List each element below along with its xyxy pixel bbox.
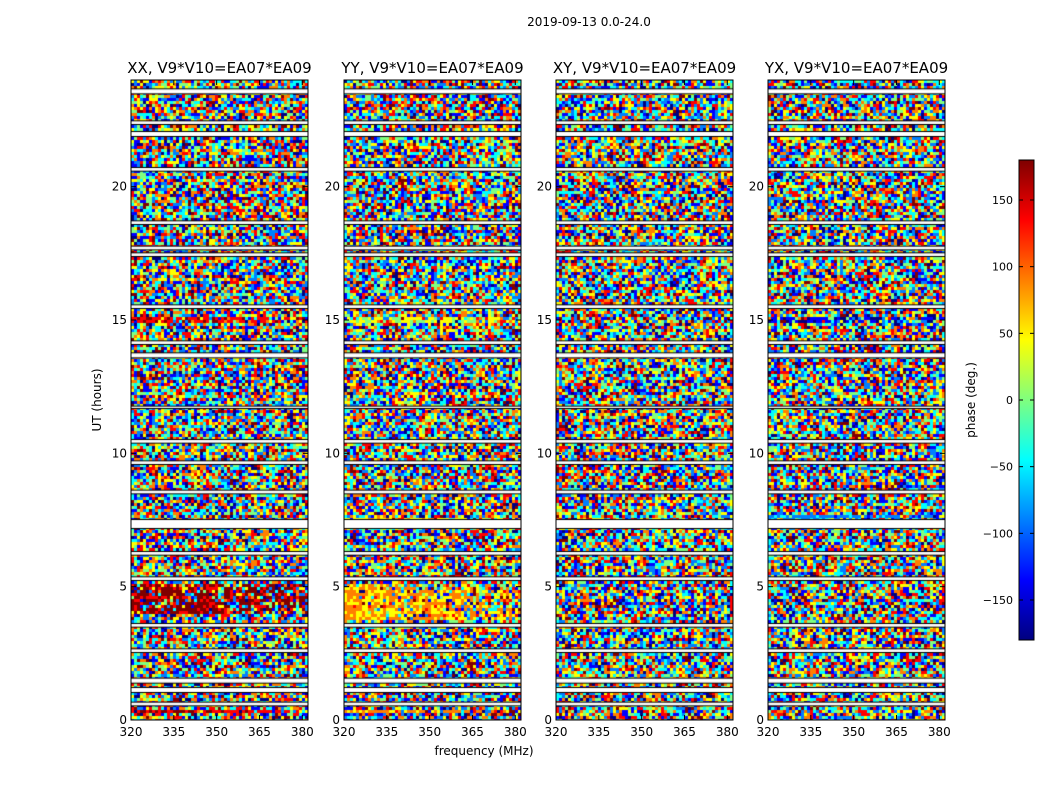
x-tick-label: 380 [716,725,739,739]
y-tick-label: 10 [749,446,764,460]
y-tick-label: 15 [325,313,340,327]
colorbar-tick-label: 150 [992,194,1013,207]
y-tick-label: 15 [749,313,764,327]
panel: YY, V9*V10=EA07*EA09 320 335 350 365 380 0 5 10 1… [325,59,527,739]
panel: YX, V9*V10=EA07*EA09 320 335 350 365 380 0 5 10 1… [749,59,951,739]
y-tick-label: 5 [119,580,127,594]
x-tick-label: 320 [120,725,143,739]
x-tick-label: 320 [333,725,356,739]
x-tick-label: 335 [375,725,398,739]
phase-heatmap [768,80,945,720]
x-tick-label: 335 [587,725,610,739]
y-tick-label: 10 [325,446,340,460]
colorbar-tick-label: 100 [992,261,1013,274]
y-tick-label: 20 [112,180,127,194]
x-tick-label: 350 [630,725,653,739]
y-tick-label: 15 [112,313,127,327]
x-tick-label: 365 [248,725,271,739]
x-tick-label: 350 [418,725,441,739]
colorbar-tick-label: −100 [983,527,1013,540]
y-tick-label: 5 [332,580,340,594]
y-tick-label: 20 [325,180,340,194]
x-tick-label: 335 [162,725,185,739]
panels: XX, V9*V10=EA07*EA09 320 335 350 365 380 0 5 10 1… [112,59,951,739]
y-tick-label: 15 [537,313,552,327]
panel-frame [343,79,522,721]
colorbar-tick-label: −50 [990,461,1013,474]
x-tick-label: 335 [799,725,822,739]
panel-frame [555,79,734,721]
y-tick-label: 10 [112,446,127,460]
figure-suptitle: 2019-09-13 0.0-24.0 [527,15,651,29]
panel-frame [130,79,309,721]
colorbar-tick-label: 0 [1006,394,1013,407]
panel-title: YX, V9*V10=EA07*EA09 [764,59,948,77]
y-tick-label: 0 [119,713,127,727]
phase-heatmap [131,80,308,720]
y-tick-label: 0 [332,713,340,727]
colorbar-label: phase (deg.) [964,362,978,438]
x-tick-label: 380 [928,725,951,739]
panel-title: XX, V9*V10=EA07*EA09 [127,59,311,77]
phase-heatmap [344,80,521,720]
x-axis-label: frequency (MHz) [434,744,533,758]
panel: XY, V9*V10=EA07*EA09 320 335 350 365 380 0 5 10 1… [537,59,739,739]
colorbar-tick-label: −150 [983,594,1013,607]
panel-title: XY, V9*V10=EA07*EA09 [553,59,736,77]
y-tick-label: 10 [537,446,552,460]
phase-heatmap [556,80,733,720]
panel: XX, V9*V10=EA07*EA09 320 335 350 365 380 0 5 10 1… [112,59,314,739]
x-tick-label: 320 [757,725,780,739]
colorbar: −150 −100 −50 0 50 100 150 phase (deg.) [964,159,1035,641]
y-axis-label: UT (hours) [90,368,104,431]
y-tick-label: 5 [756,580,764,594]
panel-title: YY, V9*V10=EA07*EA09 [340,59,523,77]
x-tick-label: 365 [885,725,908,739]
x-tick-label: 350 [205,725,228,739]
y-tick-label: 20 [537,180,552,194]
x-tick-label: 365 [673,725,696,739]
x-tick-label: 320 [545,725,568,739]
x-tick-label: 365 [461,725,484,739]
y-tick-label: 0 [756,713,764,727]
x-tick-label: 380 [504,725,527,739]
colorbar-tick-label: 50 [999,327,1013,340]
x-tick-label: 350 [842,725,865,739]
y-tick-label: 5 [544,580,552,594]
y-tick-label: 0 [544,713,552,727]
y-tick-label: 20 [749,180,764,194]
panel-frame [767,79,946,721]
x-tick-label: 380 [291,725,314,739]
